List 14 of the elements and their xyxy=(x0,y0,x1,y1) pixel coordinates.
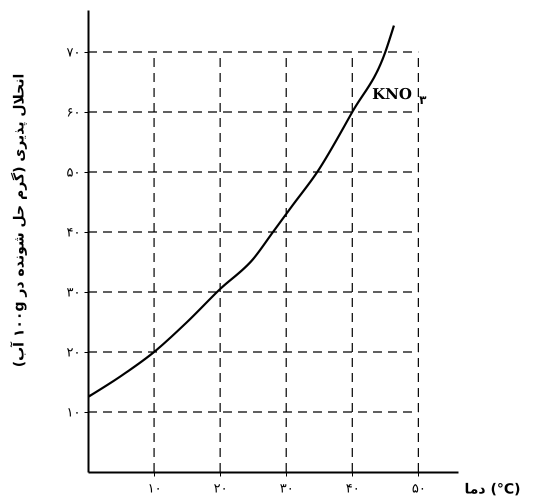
y-tick-label: ۱۰ xyxy=(66,406,80,420)
y-tick-label: ۴۰ xyxy=(66,226,80,240)
y-tick-label: ۷۰ xyxy=(66,46,80,60)
y-tick-label: ۲۰ xyxy=(66,346,80,360)
x-tick-label: ۱۰ xyxy=(148,482,162,496)
x-tick-label: ۲۰ xyxy=(214,482,228,496)
y-tick-label: ۳۰ xyxy=(66,286,80,300)
y-axis-title: انحلال پذیری (گرم حل شونده در ۱۰۰g آب) xyxy=(10,74,28,368)
x-axis-title: دما (°C) xyxy=(464,482,521,498)
y-tick-label: ۵۰ xyxy=(66,166,80,180)
x-tick-label: ۵۰ xyxy=(412,482,426,496)
x-tick-label: ۳۰ xyxy=(280,482,294,496)
x-tick-label: ۴۰ xyxy=(346,482,360,496)
y-tick-label: ۶۰ xyxy=(66,106,80,120)
